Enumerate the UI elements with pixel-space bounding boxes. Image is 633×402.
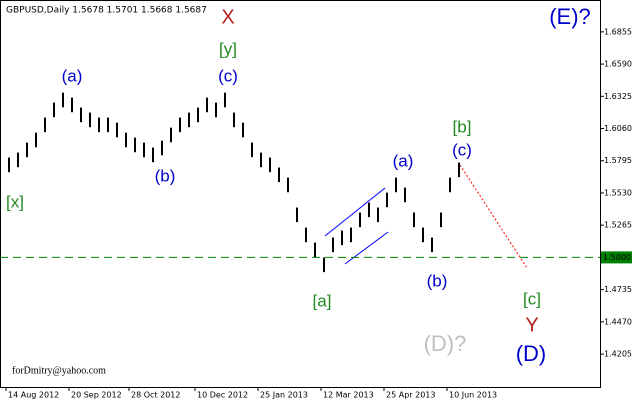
wave-label: (a) [393,151,414,170]
level-label: 1.5000 [603,253,631,262]
wave-label: [b] [453,117,472,136]
y-tick-label: 1.6325 [604,92,632,101]
wave-label: (E)? [549,4,591,29]
x-tick-label: 25 Apr 2013 [386,391,435,400]
wave-label: [a] [313,291,332,310]
projection-line [459,164,528,269]
y-tick-label: 1.4735 [604,285,632,294]
x-tick-label: 12 Mar 2013 [323,391,374,400]
wave-label: (D) [516,341,547,366]
channel-upper [324,187,386,237]
channel-lower [344,231,389,265]
x-tick-label: 25 Jan 2013 [260,391,308,400]
wave-label: (D)? [424,331,467,356]
wave-label: [c] [523,289,541,308]
y-tick-label: 1.4470 [604,317,632,326]
wave-label: [x] [6,192,24,211]
y-tick-label: 1.5265 [604,221,632,230]
y-tick-label: 1.6590 [604,60,632,69]
x-tick-label: 14 Aug 2012 [8,391,59,400]
chart-title: GBPUSD,Daily 1.5678 1.5701 1.5668 1.5687 [6,6,207,16]
wave-label: (a) [62,66,83,85]
wave-label: Y [525,314,538,336]
plot-frame [0,0,601,388]
wave-label: (b) [427,271,448,290]
footer: forDmitry@yahoo.com [12,365,106,376]
y-tick-label: 1.4205 [604,350,632,359]
y-tick-label: 1.6060 [604,124,632,133]
level-label-box [601,251,632,264]
wave-label: (c) [218,66,238,85]
wave-label: [y] [219,39,237,58]
wave-label: (c) [452,140,472,159]
y-tick-label: 1.5530 [604,188,632,197]
wave-label: X [221,6,234,28]
x-tick-label: 28 Oct 2012 [131,391,180,400]
x-tick-label: 20 Sep 2012 [71,391,122,400]
x-tick-label: 10 Dec 2012 [197,391,248,400]
y-tick-label: 1.5795 [604,156,632,165]
wave-label: (b) [155,166,176,185]
x-tick-label: 10 Jun 2013 [449,391,497,400]
y-tick-label: 1.6855 [604,27,632,36]
